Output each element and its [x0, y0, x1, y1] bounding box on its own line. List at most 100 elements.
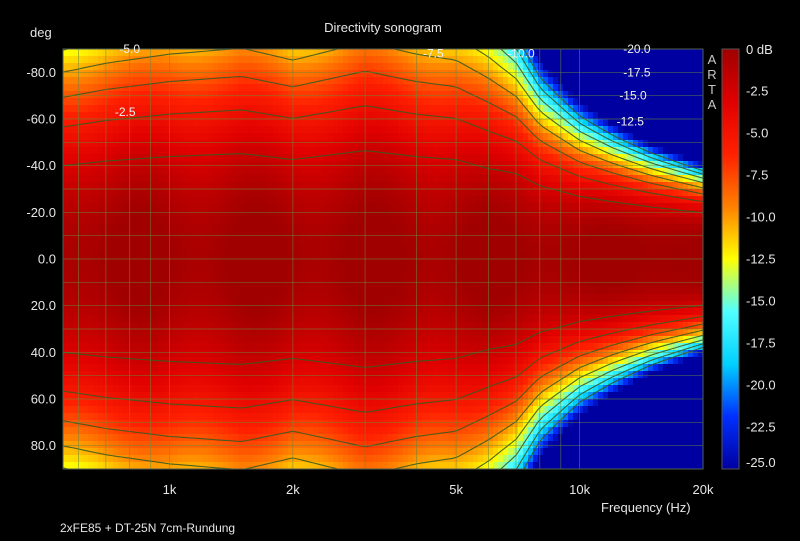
heatmap-cell	[213, 112, 219, 120]
heatmap-cell	[353, 294, 359, 302]
heatmap-cell	[343, 175, 349, 183]
heatmap-cell	[213, 287, 219, 295]
heatmap-cell	[328, 448, 334, 456]
heatmap-cell	[368, 84, 374, 92]
heatmap-cell	[243, 315, 249, 323]
heatmap-cell	[443, 119, 449, 127]
heatmap-cell	[143, 266, 149, 274]
heatmap-cell	[368, 420, 374, 428]
heatmap-cell	[253, 126, 259, 134]
heatmap-cell	[393, 49, 399, 57]
heatmap-cell	[98, 350, 104, 358]
heatmap-cell	[428, 91, 434, 99]
heatmap-cell	[398, 392, 404, 400]
heatmap-cell	[278, 329, 284, 337]
heatmap-cell	[458, 280, 464, 288]
heatmap-cell	[333, 308, 339, 316]
heatmap-cell	[193, 175, 199, 183]
heatmap-cell	[258, 161, 264, 169]
heatmap-cell	[378, 441, 384, 449]
heatmap-cell	[203, 217, 209, 225]
heatmap-cell	[158, 231, 164, 239]
heatmap-cell	[393, 413, 399, 421]
heatmap-cell	[183, 336, 189, 344]
heatmap-cell	[208, 252, 214, 260]
heatmap-cell	[128, 364, 134, 372]
heatmap-cell	[213, 259, 219, 267]
heatmap-cell	[468, 77, 474, 85]
heatmap-cell	[293, 112, 299, 120]
heatmap-cell	[458, 364, 464, 372]
heatmap-cell	[188, 378, 194, 386]
heatmap-cell	[388, 315, 394, 323]
heatmap-cell	[183, 308, 189, 316]
heatmap-cell	[223, 357, 229, 365]
heatmap-cell	[288, 182, 294, 190]
heatmap-cell	[163, 56, 169, 64]
heatmap-cell	[228, 140, 234, 148]
heatmap-cell	[473, 126, 479, 134]
heatmap-cell	[73, 119, 79, 127]
heatmap-cell	[423, 84, 429, 92]
heatmap-cell	[423, 231, 429, 239]
heatmap-cell	[73, 357, 79, 365]
heatmap-cell	[268, 462, 274, 469]
heatmap-cell	[208, 322, 214, 330]
heatmap-cell	[458, 371, 464, 379]
heatmap-cell	[438, 252, 444, 260]
heatmap-cell	[208, 392, 214, 400]
heatmap-cell	[328, 427, 334, 435]
heatmap-cell	[303, 392, 309, 400]
heatmap-cell	[353, 231, 359, 239]
heatmap-cell	[228, 56, 234, 64]
heatmap-cell	[253, 252, 259, 260]
heatmap-cell	[238, 182, 244, 190]
heatmap-cell	[158, 280, 164, 288]
heatmap-cell	[303, 364, 309, 372]
heatmap-cell	[423, 91, 429, 99]
heatmap-cell	[178, 385, 184, 393]
heatmap-cell	[398, 161, 404, 169]
heatmap-cell	[113, 385, 119, 393]
heatmap-cell	[463, 343, 469, 351]
heatmap-cell	[243, 119, 249, 127]
heatmap-cell	[108, 399, 114, 407]
heatmap-cell	[448, 357, 454, 365]
heatmap-cell	[168, 98, 174, 106]
heatmap-cell	[98, 462, 104, 469]
heatmap-cell	[138, 434, 144, 442]
heatmap-cell	[133, 133, 139, 141]
heatmap-cell	[238, 231, 244, 239]
x-axis-label: Frequency (Hz)	[601, 500, 691, 515]
heatmap-cell	[268, 406, 274, 414]
heatmap-cell	[128, 441, 134, 449]
heatmap-cell	[273, 308, 279, 316]
heatmap-cell	[303, 217, 309, 225]
heatmap-cell	[223, 119, 229, 127]
heatmap-cell	[123, 336, 129, 344]
heatmap-cell	[338, 336, 344, 344]
heatmap-cell	[463, 315, 469, 323]
heatmap-cell	[423, 336, 429, 344]
heatmap-cell	[293, 420, 299, 428]
heatmap-cell	[83, 413, 89, 421]
heatmap-cell	[198, 350, 204, 358]
heatmap-cell	[63, 70, 69, 78]
heatmap-cell	[323, 315, 329, 323]
heatmap-cell	[393, 308, 399, 316]
heatmap-cell	[208, 462, 214, 469]
heatmap-cell	[363, 105, 369, 113]
heatmap-cell	[283, 119, 289, 127]
heatmap-cell	[288, 98, 294, 106]
heatmap-cell	[188, 210, 194, 218]
heatmap-cell	[208, 133, 214, 141]
heatmap-cell	[358, 126, 364, 134]
heatmap-cell	[468, 322, 474, 330]
heatmap-cell	[118, 224, 124, 232]
heatmap-cell	[333, 357, 339, 365]
heatmap-cell	[328, 399, 334, 407]
heatmap-cell	[478, 91, 484, 99]
heatmap-cell	[398, 434, 404, 442]
heatmap-cell	[233, 105, 239, 113]
heatmap-cell	[388, 196, 394, 204]
